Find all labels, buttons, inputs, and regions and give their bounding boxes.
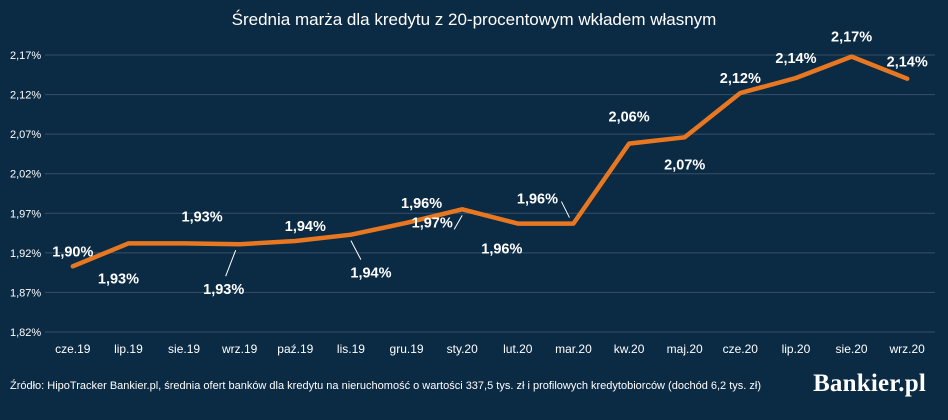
y-tick-label: 1,82% xyxy=(10,327,41,339)
data-label: 1,96% xyxy=(401,196,442,212)
data-label: 1,97% xyxy=(412,215,453,231)
x-tick-label: lip.19 xyxy=(114,342,143,356)
data-label: 1,90% xyxy=(52,244,93,260)
data-label: 1,96% xyxy=(481,242,522,258)
series-line xyxy=(70,54,910,269)
x-tick-label: cze.19 xyxy=(55,342,91,356)
label-leader-lines xyxy=(225,201,570,277)
x-tick-label: cze.20 xyxy=(723,342,759,356)
data-label: 2,06% xyxy=(609,110,650,126)
source-note: Źródło: HipoTracker Bankier.pl, średnia … xyxy=(10,380,761,392)
leader-line xyxy=(560,201,570,218)
line-chart: Średnia marża dla kredytu z 20-procentow… xyxy=(10,10,935,356)
grid-lines xyxy=(45,54,935,333)
leader-line xyxy=(225,249,237,277)
y-tick-label: 2,02% xyxy=(10,169,41,181)
x-tick-label: kw.20 xyxy=(614,342,645,356)
leader-line xyxy=(350,240,362,260)
data-label: 1,93% xyxy=(182,209,223,225)
x-tick-label: mar.20 xyxy=(555,342,592,356)
x-tick-label: sie.20 xyxy=(836,342,868,356)
y-tick-label: 1,97% xyxy=(10,208,41,220)
x-tick-label: wrz.20 xyxy=(889,342,926,356)
data-label: 1,93% xyxy=(203,282,244,298)
bankier-logo: Bankier.pl xyxy=(813,370,926,397)
x-tick-label: maj.20 xyxy=(667,342,703,356)
data-label: 1,96% xyxy=(517,192,558,208)
data-labels: 1,90% 1,93% 1,93% 1,93% 1,94% 1,94% 1,96% 1,97%… xyxy=(52,30,928,299)
data-label: 2,14% xyxy=(775,51,816,67)
data-label: 2,12% xyxy=(720,71,761,87)
series-line-group xyxy=(70,54,910,269)
x-tick-label: wrz.19 xyxy=(221,342,258,356)
x-tick-label: lip.20 xyxy=(782,342,811,356)
y-tick-label: 1,87% xyxy=(10,287,41,299)
x-tick-label: sty.20 xyxy=(447,342,478,356)
data-label: 1,94% xyxy=(285,219,326,235)
x-tick-label: paź.19 xyxy=(277,342,313,356)
chart-title: Średnia marża dla kredytu z 20-procentow… xyxy=(232,10,717,29)
y-tick-label: 1,92% xyxy=(10,248,41,260)
x-tick-label: sie.19 xyxy=(168,342,200,356)
data-label: 2,17% xyxy=(831,30,872,46)
data-label: 1,94% xyxy=(350,266,391,282)
data-label: 2,14% xyxy=(887,55,928,71)
x-axis-ticks: cze.19 lip.19 sie.19 wrz.19 paź.19 lis.19 gru.… xyxy=(55,342,925,356)
x-tick-label: lis.19 xyxy=(337,342,365,356)
y-tick-label: 2,17% xyxy=(10,50,41,62)
y-tick-label: 2,12% xyxy=(10,90,41,102)
data-label: 1,93% xyxy=(98,271,139,287)
data-label: 2,07% xyxy=(664,157,705,173)
leader-line xyxy=(453,215,463,230)
y-axis-ticks: 1,82% 1,87% 1,92% 1,97% 2,02% 2,07% 2,12% 2,17% xyxy=(10,50,41,339)
y-tick-label: 2,07% xyxy=(10,129,41,141)
x-tick-label: gru.19 xyxy=(390,342,424,356)
x-tick-label: lut.20 xyxy=(503,342,533,356)
